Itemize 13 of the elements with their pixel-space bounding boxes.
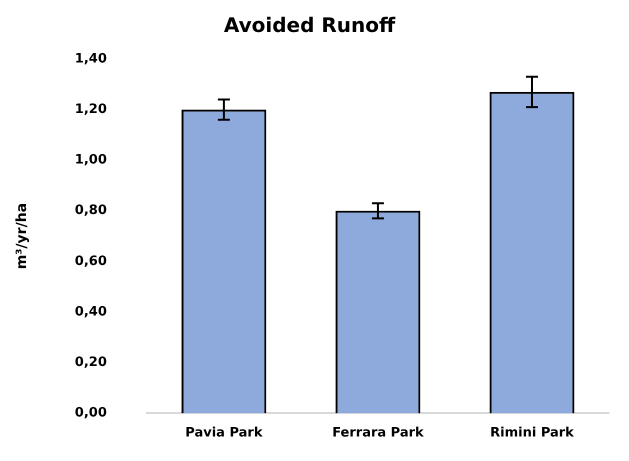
y-tick-label: 0,80 [74,203,107,218]
y-tick-label: 0,60 [74,254,107,269]
y-tick-label: 1,00 [74,152,107,168]
y-tick-label: 0,20 [74,354,107,370]
x-tick-label: Rimini Park [490,425,574,440]
chart-title: Avoided Runoff [224,13,396,38]
y-axis-title: m³/yr/ha [14,202,30,270]
y-tick-label: 1,20 [74,102,107,117]
y-tick-label: 0,00 [74,406,107,421]
y-tick-label: 0,40 [74,304,107,320]
x-tick-label: Ferrara Park [332,425,424,440]
y-tick-label: 1,40 [74,51,107,66]
x-tick-label: Pavia Park [185,425,263,440]
